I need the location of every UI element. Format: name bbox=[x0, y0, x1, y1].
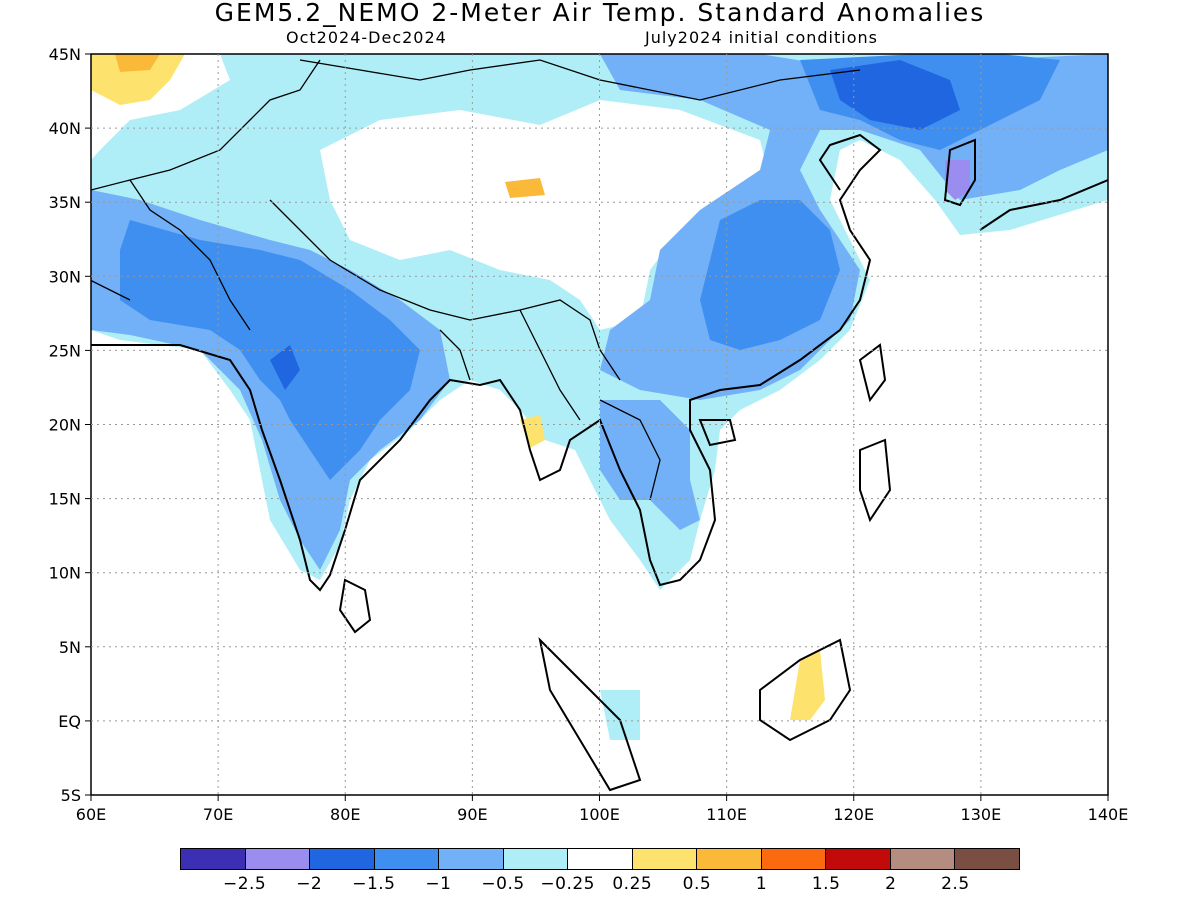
y-tick-label: 20N bbox=[49, 416, 81, 435]
country-borders bbox=[91, 59, 861, 501]
x-tick-label: 90E bbox=[457, 805, 487, 824]
x-tick-label: 70E bbox=[203, 805, 233, 824]
colorbar-label: 0.25 bbox=[612, 874, 653, 894]
y-tick-label: 25N bbox=[49, 341, 81, 360]
y-axis: 45N 40N 35N 30N 25N 20N 15N 10N 5N EQ 5S bbox=[49, 45, 91, 805]
colorbar-swatch bbox=[826, 849, 891, 869]
x-tick-label: 140E bbox=[1088, 805, 1129, 824]
initial-conditions: July2024 initial conditions bbox=[645, 28, 878, 47]
colorbar-swatch bbox=[697, 849, 762, 869]
anomaly-fill-light-blue-borneo bbox=[600, 690, 640, 740]
y-tick-label: 10N bbox=[49, 564, 81, 583]
y-tick-label: 15N bbox=[49, 490, 81, 509]
anomaly-fill-warm-northwest bbox=[91, 54, 185, 105]
colorbar-swatch bbox=[245, 849, 311, 869]
x-tick-label: 120E bbox=[833, 805, 874, 824]
x-axis: 60E 70E 80E 90E 100E 110E 120E 130E 140E bbox=[76, 795, 1129, 824]
y-tick-label: EQ bbox=[58, 712, 81, 731]
colorbar-swatch bbox=[503, 849, 569, 869]
x-tick-label: 80E bbox=[330, 805, 360, 824]
colorbar-label: −0.25 bbox=[540, 874, 595, 894]
anomaly-fill-warm-borneo bbox=[790, 650, 825, 720]
colorbar-swatch bbox=[439, 849, 504, 869]
forecast-period: Oct2024-Dec2024 bbox=[286, 28, 447, 47]
anomaly-fill-dark-blue-china bbox=[700, 200, 840, 350]
coastlines bbox=[91, 133, 1108, 792]
colorbar-swatch bbox=[761, 849, 827, 869]
y-tick-label: 35N bbox=[49, 193, 81, 212]
y-tick-label: 45N bbox=[49, 45, 81, 64]
colorbar-label: −0.5 bbox=[481, 874, 525, 894]
y-tick-label: 5N bbox=[59, 638, 81, 657]
colorbar-swatch bbox=[310, 849, 375, 869]
x-tick-label: 60E bbox=[76, 805, 106, 824]
colorbar-label: 2.5 bbox=[941, 874, 970, 894]
colorbar-swatch bbox=[374, 849, 440, 869]
anomaly-fill-warm-tibet bbox=[505, 178, 545, 198]
colorbar-label: 0.5 bbox=[682, 874, 712, 894]
x-tick-label: 110E bbox=[706, 805, 747, 824]
colorbar-swatch bbox=[568, 849, 633, 869]
y-tick-label: 5S bbox=[61, 786, 81, 805]
colorbar-label: −2.5 bbox=[222, 874, 267, 894]
gridlines bbox=[91, 54, 1108, 795]
anomaly-fill-purple-korea bbox=[945, 160, 970, 200]
colorbar-label: −2 bbox=[296, 874, 323, 894]
anomaly-fill-medium-blue-indochina bbox=[600, 400, 700, 530]
y-tick-label: 30N bbox=[49, 267, 81, 286]
colorbar-label: 1 bbox=[755, 874, 768, 894]
x-tick-label: 100E bbox=[579, 805, 620, 824]
y-tick-label: 40N bbox=[49, 119, 81, 138]
colorbar-label: 1.5 bbox=[811, 874, 841, 894]
colorbar-label: 2 bbox=[885, 874, 897, 894]
colorbar-label: −1.5 bbox=[352, 874, 396, 894]
colorbar-swatch bbox=[181, 849, 246, 869]
anomaly-fill-deep-blue bbox=[830, 60, 960, 130]
anomaly-fill-deep-blue-india bbox=[270, 345, 300, 390]
colorbar bbox=[180, 848, 1020, 870]
anomaly-fill-neutral-tibet bbox=[320, 100, 770, 330]
colorbar-swatch bbox=[632, 849, 698, 869]
anomaly-fill-warm-myanmar bbox=[520, 415, 545, 448]
colorbar-label: −1 bbox=[425, 874, 452, 894]
colorbar-swatch bbox=[955, 849, 1019, 869]
colorbar-swatch bbox=[890, 849, 956, 869]
chart-title: GEM5.2_NEMO 2-Meter Air Temp. Standard A… bbox=[214, 0, 986, 27]
x-tick-label: 130E bbox=[961, 805, 1002, 824]
anomaly-fill-warm-orange-northwest bbox=[115, 54, 160, 72]
